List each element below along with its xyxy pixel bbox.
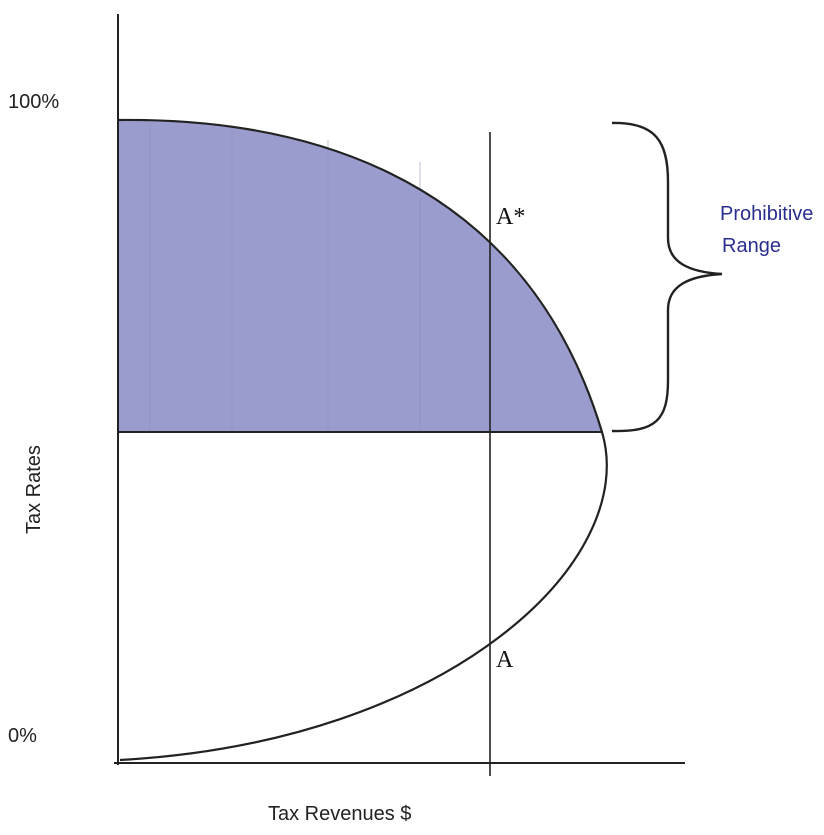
point-a-star-label: A* xyxy=(496,204,525,230)
prohibitive-range-brace xyxy=(611,121,723,433)
x-axis-label: Tax Revenues $ xyxy=(268,803,411,825)
prohibitive-range-label-line1: Prohibitive xyxy=(720,203,813,225)
y-axis-bottom-tick: 0% xyxy=(8,725,37,747)
prohibitive-range-label-line2: Range xyxy=(722,235,781,257)
y-axis-top-tick: 100% xyxy=(8,91,59,113)
prohibitive-region-fill xyxy=(118,119,602,432)
y-axis-label: Tax Rates xyxy=(23,445,45,534)
point-a-label: A xyxy=(496,647,514,673)
shading-hatch xyxy=(149,124,421,432)
